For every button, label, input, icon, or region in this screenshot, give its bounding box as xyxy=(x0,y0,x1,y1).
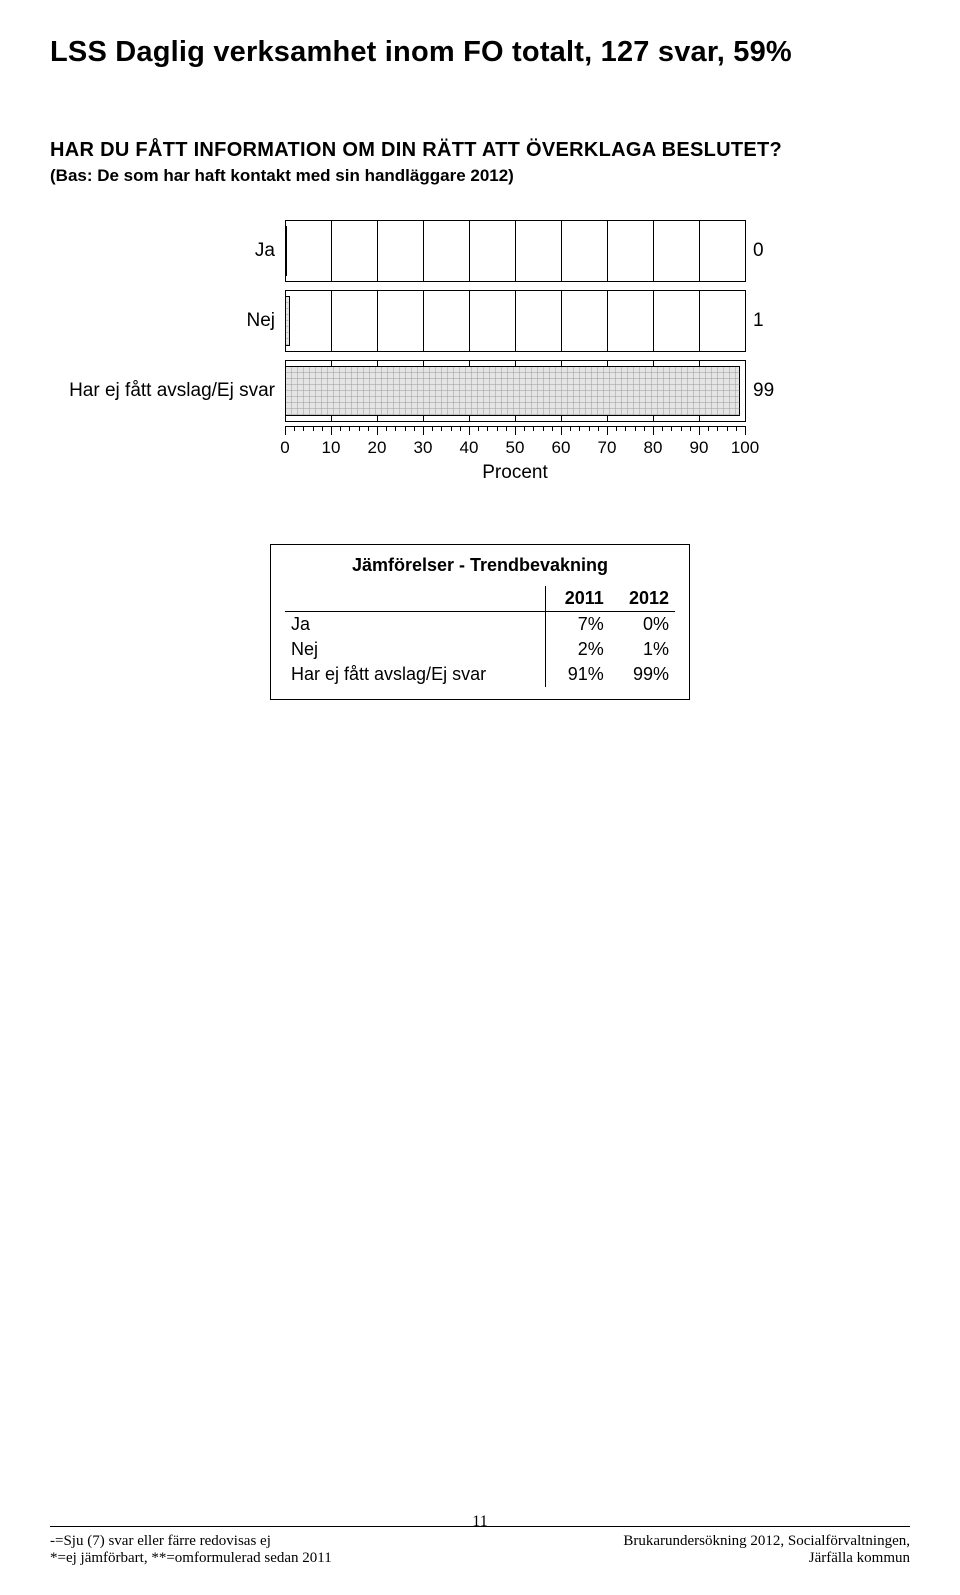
tick-label: 20 xyxy=(368,438,387,458)
chart-row: Har ej fått avslag/Ej svar 99 xyxy=(50,356,910,426)
value-label: 1 xyxy=(745,310,764,332)
bar xyxy=(285,296,290,346)
footer-left-line2: *=ej jämförbart, **=omformulerad sedan 2… xyxy=(50,1550,332,1567)
table-cell: 0% xyxy=(610,612,675,638)
footer-right: Brukarundersökning 2012, Socialförvaltni… xyxy=(623,1533,910,1567)
table-row: Nej2%1% xyxy=(285,637,675,662)
tick-label: 40 xyxy=(460,438,479,458)
question-subtitle: (Bas: De som har haft kontakt med sin ha… xyxy=(50,166,910,186)
table-row-label: Ja xyxy=(285,612,545,638)
tick-label: 90 xyxy=(690,438,709,458)
bar-cell xyxy=(285,220,745,282)
page-footer: -=Sju (7) svar eller färre redovisas ej … xyxy=(50,1526,910,1567)
table-title: Jämförelser - Trendbevakning xyxy=(285,555,675,576)
bar xyxy=(285,366,740,416)
value-label: 99 xyxy=(745,380,774,402)
page: LSS Daglig verksamhet inom FO totalt, 12… xyxy=(0,0,960,1595)
table-column-header: 2011 xyxy=(545,586,610,612)
tick-label: 100 xyxy=(731,438,759,458)
table-row: Har ej fått avslag/Ej svar91%99% xyxy=(285,662,675,687)
question-block: HAR DU FÅTT INFORMATION OM DIN RÄTT ATT … xyxy=(50,139,910,186)
tick-label: 30 xyxy=(414,438,433,458)
bar-cell xyxy=(285,360,745,422)
bar-chart: Ja 0 Nej 1 Har ej fått avslag/Ej svar 99 0 10 20… xyxy=(50,216,910,484)
value-label: 0 xyxy=(745,240,764,262)
bar-hatch xyxy=(285,296,290,346)
bar xyxy=(285,226,287,276)
footer-right-line1: Brukarundersökning 2012, Socialförvaltni… xyxy=(623,1533,910,1550)
tick-label: 80 xyxy=(644,438,663,458)
tick-label: 60 xyxy=(552,438,571,458)
table-row: Ja7%0% xyxy=(285,612,675,638)
table-cell: 91% xyxy=(545,662,610,687)
bar-hatch xyxy=(285,226,287,276)
footer-left: -=Sju (7) svar eller färre redovisas ej … xyxy=(50,1533,332,1567)
axis-title: Procent xyxy=(285,462,745,484)
category-label: Har ej fått avslag/Ej svar xyxy=(50,380,285,402)
category-label: Nej xyxy=(50,310,285,332)
chart-row: Nej 1 xyxy=(50,286,910,356)
table-row-label: Har ej fått avslag/Ej svar xyxy=(285,662,545,687)
comparison-table: Jämförelser - Trendbevakning 20112012Ja7… xyxy=(270,544,690,700)
x-axis: 0 10 20 30 40 50 60 70 80 90 100 Procent xyxy=(50,426,910,484)
bar-cell xyxy=(285,290,745,352)
category-label: Ja xyxy=(50,240,285,262)
footer-right-line2: Järfälla kommun xyxy=(623,1550,910,1567)
chart-row: Ja 0 xyxy=(50,216,910,286)
tick-label: 10 xyxy=(322,438,341,458)
table-row-label: Nej xyxy=(285,637,545,662)
comparison-table-body: 20112012Ja7%0%Nej2%1%Har ej fått avslag/… xyxy=(285,586,675,687)
page-title: LSS Daglig verksamhet inom FO totalt, 12… xyxy=(50,36,910,69)
footer-left-line1: -=Sju (7) svar eller färre redovisas ej xyxy=(50,1533,332,1550)
bar-hatch xyxy=(285,366,740,416)
question-title: HAR DU FÅTT INFORMATION OM DIN RÄTT ATT … xyxy=(50,139,910,162)
tick-label: 0 xyxy=(280,438,289,458)
table-cell: 1% xyxy=(610,637,675,662)
tick-label: 50 xyxy=(506,438,525,458)
table-cell: 7% xyxy=(545,612,610,638)
tick-label: 70 xyxy=(598,438,617,458)
table-cell: 99% xyxy=(610,662,675,687)
table-cell: 2% xyxy=(545,637,610,662)
table-column-header: 2012 xyxy=(610,586,675,612)
